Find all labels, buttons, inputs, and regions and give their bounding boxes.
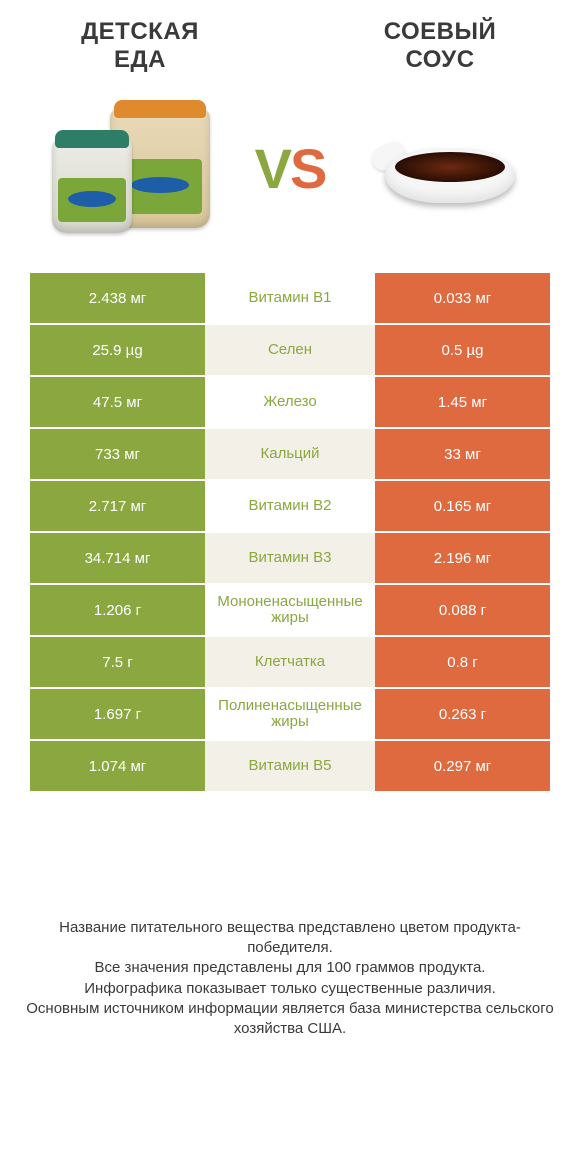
right-value: 0.033 мг [375, 273, 550, 325]
right-value: 0.088 г [375, 585, 550, 637]
right-product-title: СОЕВЫЙ СОУС [340, 18, 540, 73]
table-row: 1.697 гПолиненасыщенные жиры0.263 г [30, 689, 550, 741]
nutrient-name: Селен [205, 325, 375, 377]
table-row: 2.438 мгВитамин B10.033 мг [30, 273, 550, 325]
left-value: 1.697 г [30, 689, 205, 741]
infographic-container: ДЕТСКАЯ ЕДА СОЕВЫЙ СОУС VS 2.438 мгВитам… [0, 0, 580, 1174]
right-value: 0.8 г [375, 637, 550, 689]
image-row: VS [0, 73, 580, 273]
right-value: 0.297 мг [375, 741, 550, 793]
comparison-table: 2.438 мгВитамин B10.033 мг25.9 µgСелен0.… [30, 273, 550, 793]
nutrient-name: Витамин B5 [205, 741, 375, 793]
left-value: 25.9 µg [30, 325, 205, 377]
left-value: 47.5 мг [30, 377, 205, 429]
left-value: 733 мг [30, 429, 205, 481]
right-value: 0.5 µg [375, 325, 550, 377]
footer-text: Название питательного вещества представл… [25, 918, 555, 1040]
left-value: 1.074 мг [30, 741, 205, 793]
left-product-title: ДЕТСКАЯ ЕДА [40, 18, 240, 73]
right-value: 1.45 мг [375, 377, 550, 429]
soy-sauce-bowl-icon [365, 108, 535, 228]
nutrient-name: Полиненасыщенные жиры [205, 689, 375, 741]
vs-label: VS [255, 136, 326, 201]
baby-food-jars-icon [40, 98, 220, 238]
vs-s: S [290, 137, 325, 200]
table-row: 34.714 мгВитамин B32.196 мг [30, 533, 550, 585]
right-value: 0.165 мг [375, 481, 550, 533]
left-value: 34.714 мг [30, 533, 205, 585]
table-row: 733 мгКальций33 мг [30, 429, 550, 481]
right-product-image [350, 93, 550, 243]
left-value: 1.206 г [30, 585, 205, 637]
right-value: 33 мг [375, 429, 550, 481]
right-value: 2.196 мг [375, 533, 550, 585]
nutrient-name: Кальций [205, 429, 375, 481]
table-row: 1.074 мгВитамин B50.297 мг [30, 741, 550, 793]
table-row: 47.5 мгЖелезо1.45 мг [30, 377, 550, 429]
table-row: 25.9 µgСелен0.5 µg [30, 325, 550, 377]
left-product-image [30, 93, 230, 243]
nutrient-name: Витамин B2 [205, 481, 375, 533]
nutrient-name: Витамин B1 [205, 273, 375, 325]
nutrient-name: Железо [205, 377, 375, 429]
table-row: 1.206 гМононенасыщенные жиры0.088 г [30, 585, 550, 637]
vs-v: V [255, 137, 290, 200]
header: ДЕТСКАЯ ЕДА СОЕВЫЙ СОУС [0, 0, 580, 73]
nutrient-name: Клетчатка [205, 637, 375, 689]
nutrient-name: Мононенасыщенные жиры [205, 585, 375, 637]
left-value: 2.717 мг [30, 481, 205, 533]
table-row: 7.5 гКлетчатка0.8 г [30, 637, 550, 689]
table-row: 2.717 мгВитамин B20.165 мг [30, 481, 550, 533]
left-value: 2.438 мг [30, 273, 205, 325]
left-value: 7.5 г [30, 637, 205, 689]
nutrient-name: Витамин B3 [205, 533, 375, 585]
footer: Название питательного вещества представл… [0, 793, 580, 1174]
right-value: 0.263 г [375, 689, 550, 741]
